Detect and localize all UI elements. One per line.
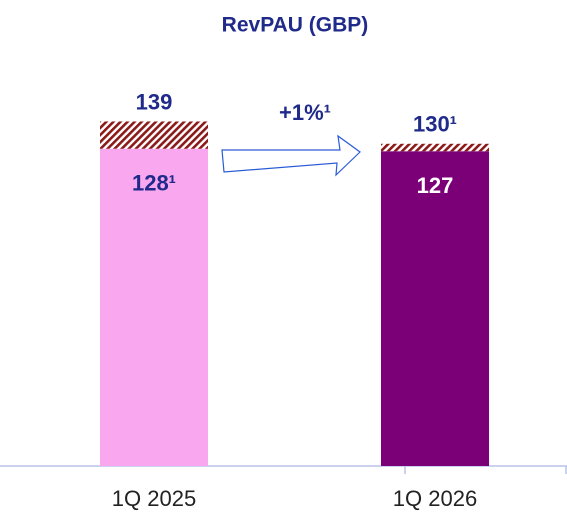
bar-segment	[381, 151, 489, 466]
bar-label: 128¹	[132, 171, 176, 196]
bar-segment	[100, 148, 208, 466]
chart-title: RevPAU (GBP)	[222, 14, 369, 37]
bar-label: 127	[417, 173, 454, 198]
hatched-segment	[381, 143, 489, 152]
hatched-segment	[100, 121, 208, 149]
x-tick-label: 1Q 2025	[112, 486, 196, 511]
x-tick-label: 1Q 2026	[393, 486, 477, 511]
total-label: 139	[136, 89, 173, 114]
total-label: 130¹	[413, 112, 457, 137]
annotation: +1%¹	[279, 100, 331, 125]
growth-arrow	[221, 134, 361, 177]
